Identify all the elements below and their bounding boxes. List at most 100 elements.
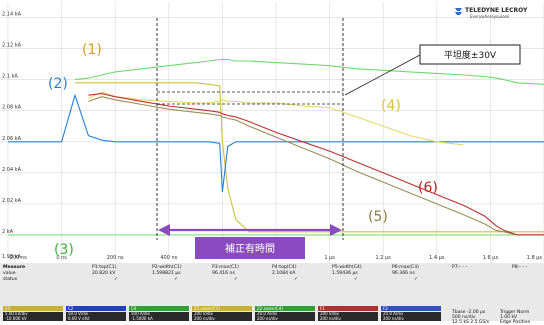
- x-tick-label: 1.2 µs: [376, 255, 392, 261]
- measure-param-name[interactable]: P5:width(C4): [332, 265, 362, 270]
- trace-2: [8, 94, 544, 193]
- y-tick-label: 2.08 kA: [2, 105, 22, 111]
- channel-offset: 200 ns/div: [257, 315, 278, 321]
- y-tick-label: 1.98 kA: [2, 254, 22, 260]
- channel-header[interactable]: C4: [129, 306, 189, 311]
- y-tick-label: 2.14 kA: [2, 12, 22, 18]
- flatness-callout-text: 平坦度±30V: [444, 49, 497, 61]
- measure-param-value: 1.59436 µs: [332, 271, 358, 276]
- flatness-callout-box: [419, 44, 521, 65]
- timebase-label: Tbase: [452, 310, 466, 315]
- correction-label-text: 補正有時間: [225, 242, 275, 255]
- teledyne-lecroy-logo: TELEDYNE LECROY Everywhereyoulook: [455, 7, 528, 19]
- annotations: 平坦度±30V 補正有時間 (1) (2) (3) (4) (5) (6): [48, 18, 521, 259]
- channel-header[interactable]: Z2 zoom(C4): [255, 306, 315, 311]
- measure-param-value: 96.366 ns: [392, 271, 415, 276]
- status-check-icon: ✓: [354, 277, 358, 282]
- measure-param-name[interactable]: P1:top(C1): [92, 265, 117, 270]
- traces: [8, 58, 544, 236]
- channel-offset: 200 ns/div: [194, 315, 215, 321]
- measure-param-value: 2.1084 kA: [272, 271, 296, 276]
- channel-scale: 200 V/div: [194, 311, 214, 316]
- logo-tagline: Everywhereyoulook: [470, 14, 510, 19]
- channel-scale: 500 A/div: [131, 311, 151, 316]
- channel-header[interactable]: C1: [3, 306, 63, 311]
- measure-param-name[interactable]: P2:width(C1): [152, 265, 182, 270]
- channel-scale: 200 V/div: [320, 311, 340, 316]
- channel-descriptor[interactable]: 200 V/div 200 ns/div: [192, 311, 252, 321]
- x-tick-label: 1 µs: [324, 255, 335, 261]
- channel-offset: 200 ns/div: [320, 315, 341, 321]
- channel-descriptor[interactable]: 5.00 kV/div -10.000 kV: [3, 311, 63, 321]
- status-check-icon: ✓: [114, 277, 118, 282]
- x-tick-label: 0 ns: [56, 255, 67, 261]
- channel-offset: -1.5000 kA: [131, 315, 153, 321]
- series-label-3: (3): [54, 242, 74, 258]
- value-row-label: value: [3, 271, 16, 276]
- y-tick-label: 2.06 kA: [2, 136, 22, 142]
- channel-scale: 5.00 kV/div: [5, 311, 28, 316]
- channel-offset: 0.00 V ofst: [68, 315, 90, 321]
- x-tick-label: 1.8 µs: [527, 255, 543, 261]
- series-label-2: (2): [48, 76, 68, 92]
- channel-descriptor[interactable]: 500 A/div -1.5000 kA: [129, 311, 189, 321]
- channel-header[interactable]: F1: [318, 306, 378, 311]
- y-tick-label: 2.1 kA: [2, 74, 18, 80]
- series-label-6: (6): [418, 180, 438, 196]
- channel-scale: 20.0 A/div: [383, 311, 404, 316]
- channel-descriptor[interactable]: 20.0 A/div 200 ns/div: [255, 311, 315, 321]
- series-label-4: (4): [381, 98, 401, 114]
- measure-param-name[interactable]: P6:max(C4): [392, 265, 419, 270]
- y-tick-label: 2.04 kA: [2, 167, 22, 173]
- x-tick-label: -200 ns: [8, 255, 27, 261]
- trace-5: [88, 96, 544, 236]
- measure-param-value: 20.820 kV: [92, 271, 116, 276]
- channel-descriptor[interactable]: 200 V/div 200 ns/div: [318, 311, 378, 321]
- oscilloscope-plot: 2.14 kA 2.12 kA 2.1 kA 2.08 kA 2.06 kA 2.04 k…: [0, 0, 544, 261]
- measurement-panel: Measure value status P1:top(C1) 20.820 kV…: [0, 263, 544, 325]
- channel-header[interactable]: F2: [381, 306, 441, 311]
- channel-descriptor[interactable]: 50.0 V/div 0.00 V ofst: [66, 311, 126, 321]
- x-tick-label: 1.6 µs: [483, 255, 499, 261]
- y-axis-ticks: 2.14 kA 2.12 kA 2.1 kA 2.08 kA 2.06 kA 2.04 k…: [2, 12, 22, 260]
- correction-range-arrow: 補正有時間: [158, 224, 342, 259]
- trace-7: [74, 58, 544, 85]
- trace-1: [75, 82, 544, 233]
- series-label-5: (5): [368, 209, 388, 225]
- status-check-icon: ✓: [414, 277, 418, 282]
- measure-param-name[interactable]: P3:max(C1): [212, 265, 239, 270]
- trigger-value: 1.00 kV: [500, 315, 518, 320]
- correction-label-box: [195, 237, 305, 259]
- series-label-1: (1): [82, 42, 102, 58]
- logo-brand: TELEDYNE LECROY: [465, 7, 528, 14]
- trace-6: [88, 93, 544, 236]
- y-tick-label: 2.12 kA: [2, 43, 22, 49]
- channel-descriptor[interactable]: 20.0 A/div 200 ns/div: [381, 311, 441, 321]
- channel-scale: 50.0 V/div: [68, 311, 89, 316]
- measure-param-value: 96.416 ns: [212, 271, 235, 276]
- status-check-icon: ✓: [174, 277, 178, 282]
- y-tick-label: 2 kA: [2, 229, 14, 235]
- x-tick-label: 1.4 µs: [429, 255, 445, 261]
- status-row-label: status: [3, 277, 18, 282]
- timebase-value: -2.00 µs: [466, 310, 486, 315]
- measure-param-value: 1.598821 µs: [152, 271, 181, 276]
- channel-header[interactable]: Z1 zoom(C1): [192, 306, 252, 311]
- flatness-leader-line: [344, 54, 421, 96]
- timebase-div: 500 ns/div: [452, 315, 476, 320]
- y-tick-label: 2.02 kA: [2, 198, 22, 204]
- status-check-icon: ✓: [294, 277, 298, 282]
- timebase-panel[interactable]: Tbase -2.00 µs 500 ns/div 12.5 kS 2.5 GS…: [452, 310, 489, 325]
- channel-header[interactable]: C2: [66, 306, 126, 311]
- measure-param-name[interactable]: P7:- - -: [452, 265, 468, 270]
- measure-param-name[interactable]: P4:top(C4): [272, 265, 297, 270]
- trigger-label: Trigger: [500, 310, 516, 315]
- x-tick-label: 200 ns: [107, 255, 124, 261]
- x-tick-label: 400 ns: [160, 255, 177, 261]
- trace-4: [88, 91, 464, 146]
- measure-row-label: Measure: [3, 265, 26, 270]
- measure-param-name[interactable]: P8:- - -: [512, 265, 528, 270]
- channel-offset: 200 ns/div: [383, 315, 404, 321]
- trigger-panel[interactable]: Trigger Norm 1.00 kV Edge Positive: [500, 310, 530, 325]
